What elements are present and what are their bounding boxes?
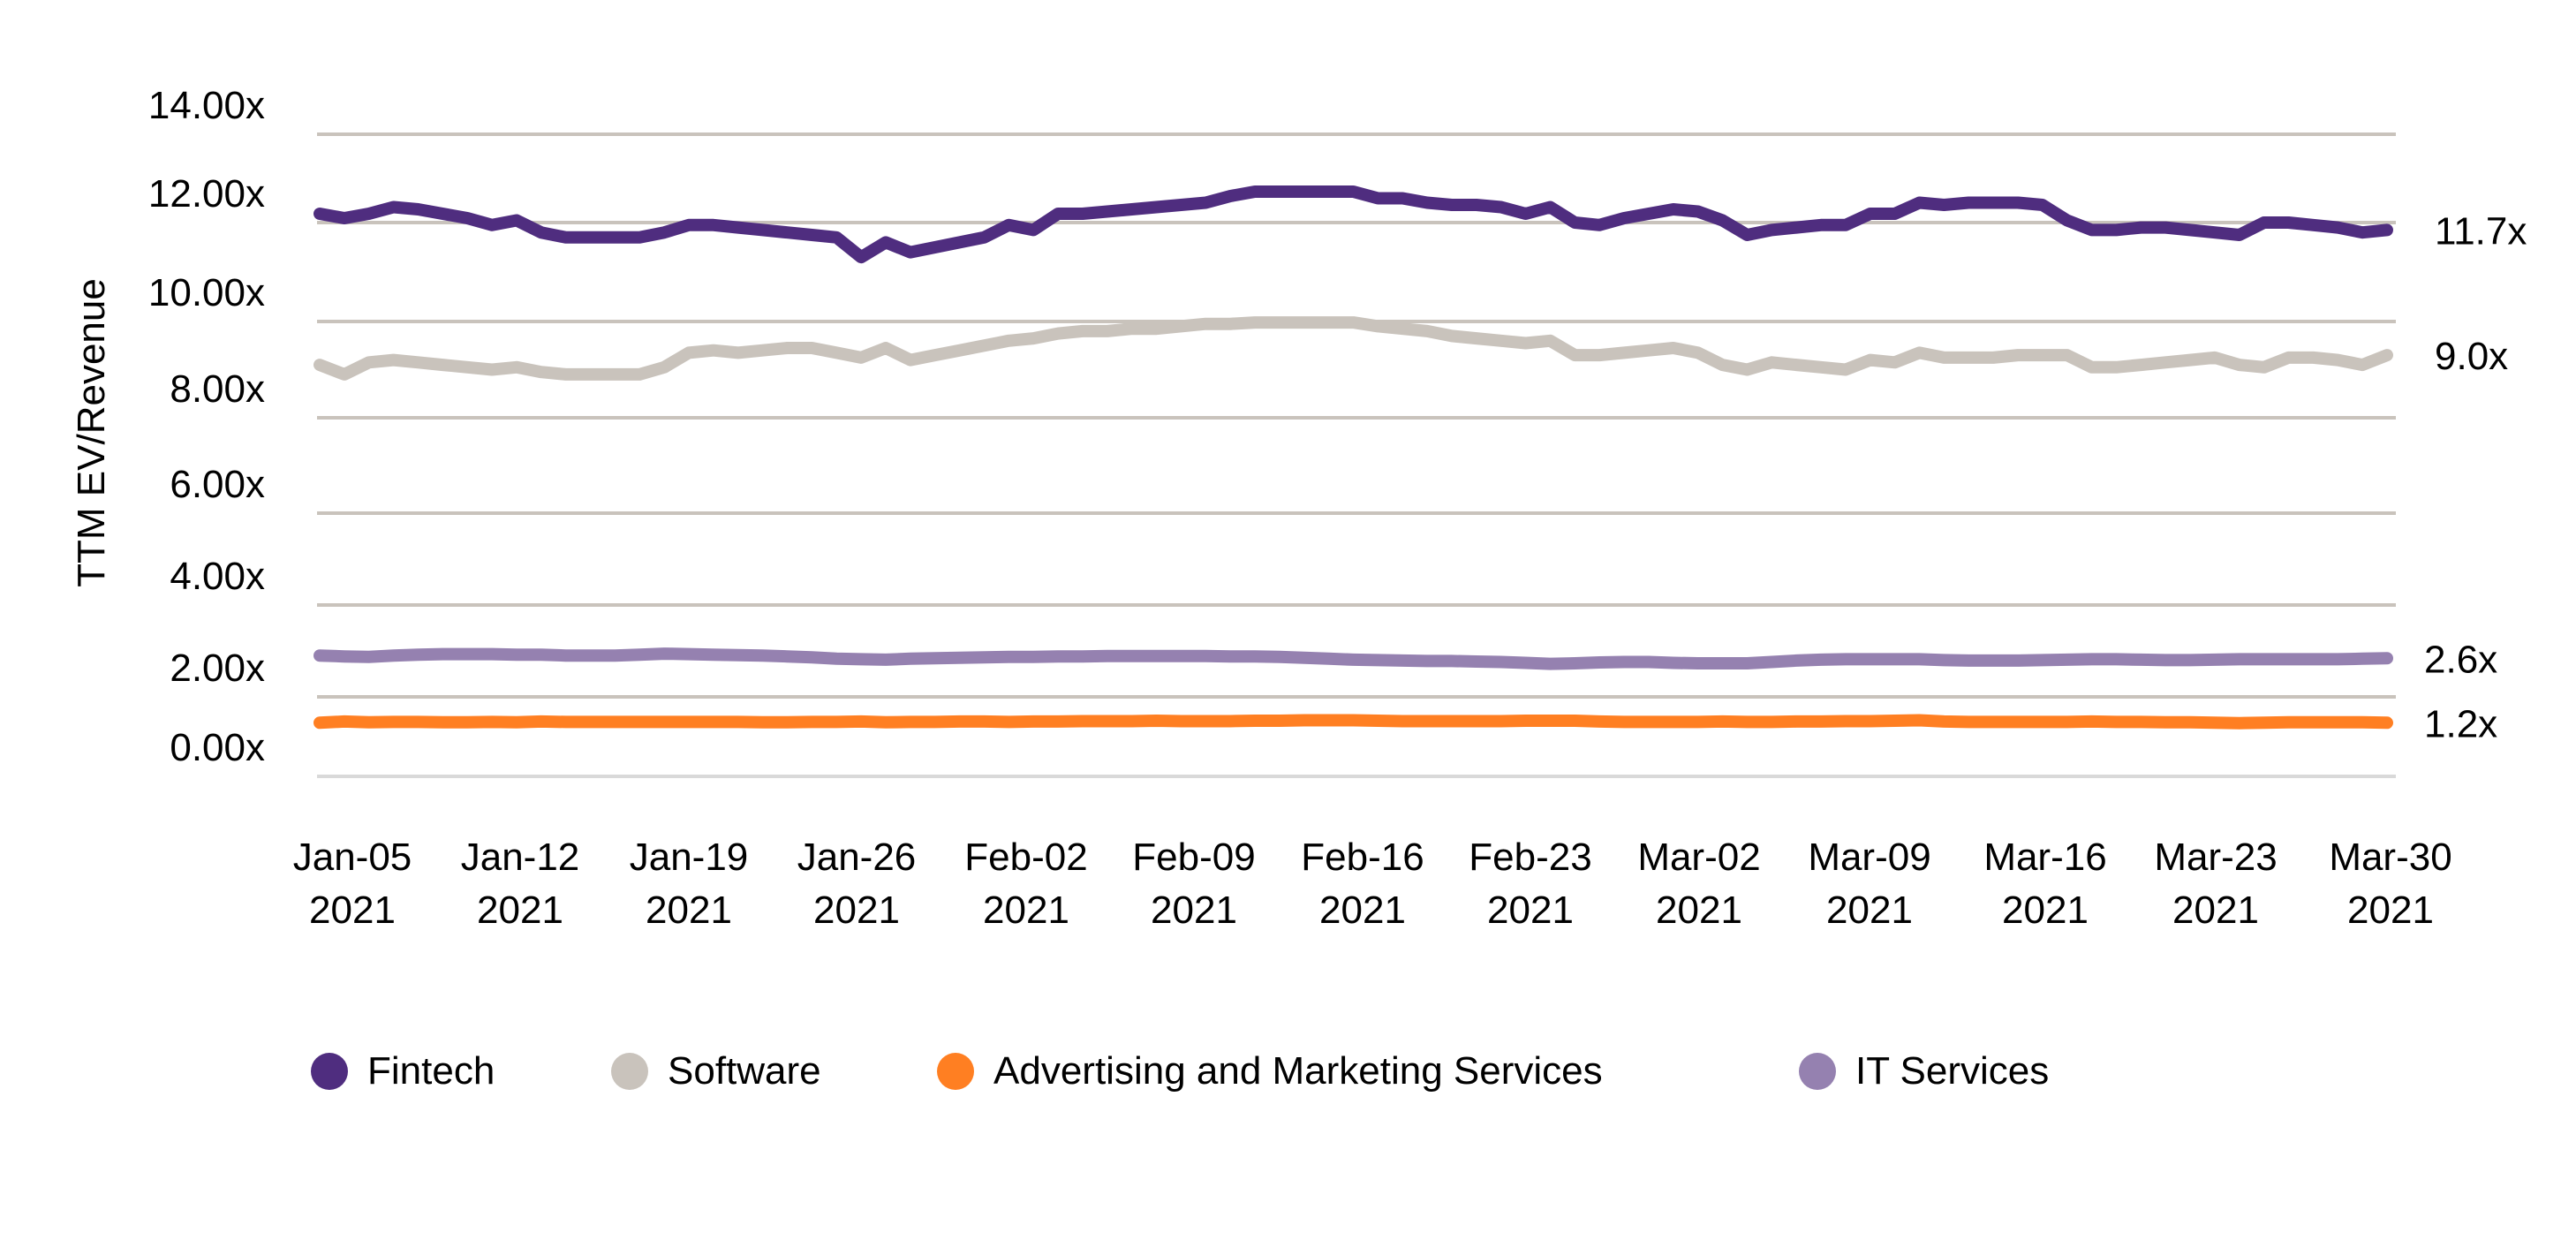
y-tick-label: 14.00x	[148, 84, 265, 127]
x-tick-year: 2021	[1151, 889, 1237, 932]
x-tick-label: Feb-16	[1301, 836, 1424, 879]
y-axis-title: TTM EV/Revenue	[70, 278, 113, 587]
series-line-it-services	[314, 647, 2393, 670]
x-tick-year: 2021	[646, 889, 732, 932]
legend-marker-icon	[611, 1053, 648, 1090]
legend-marker-icon	[937, 1053, 974, 1090]
end-value-label: 9.0x	[2435, 335, 2508, 378]
x-tick-label: Jan-05	[293, 836, 412, 879]
legend-marker-icon	[1799, 1053, 1836, 1090]
x-axis-ticks: Jan-05 2021 Jan-12 2021 Jan-19 2021 Jan-26 2021…	[293, 836, 2452, 932]
y-tick-label: 0.00x	[170, 726, 265, 769]
x-tick-year: 2021	[309, 889, 396, 932]
x-tick-year: 2021	[477, 889, 563, 932]
end-value-label: 2.6x	[2424, 638, 2497, 681]
x-tick-year: 2021	[2002, 889, 2089, 932]
x-tick-year: 2021	[2172, 889, 2259, 932]
y-tick-label: 2.00x	[170, 647, 265, 690]
legend-label: Fintech	[367, 1049, 495, 1093]
x-tick-year: 2021	[813, 889, 900, 932]
x-tick-label: Mar-09	[1808, 836, 1930, 879]
legend-label: Advertising and Marketing Services	[993, 1049, 1603, 1093]
x-tick-label: Feb-09	[1132, 836, 1255, 879]
legend-item-fintech[interactable]: Fintech	[311, 1047, 495, 1096]
x-tick-label: Mar-02	[1637, 836, 1760, 879]
x-tick-year: 2021	[1319, 889, 1406, 932]
x-tick-year: 2021	[1656, 889, 1742, 932]
x-tick-year: 2021	[983, 889, 1069, 932]
legend-item-it-services[interactable]: IT Services	[1799, 1047, 2049, 1096]
legend-item-advertising-marketing[interactable]: Advertising and Marketing Services	[937, 1047, 1603, 1096]
x-tick-label: Jan-26	[797, 836, 917, 879]
x-tick-label: Feb-23	[1469, 836, 1591, 879]
x-tick-label: Jan-19	[630, 836, 749, 879]
x-tick-label: Jan-12	[461, 836, 580, 879]
legend-label: Software	[668, 1049, 821, 1093]
x-tick-label: Mar-23	[2154, 836, 2277, 879]
legend-marker-icon	[311, 1053, 348, 1090]
x-tick-label: Feb-02	[964, 836, 1087, 879]
series-line-software	[314, 316, 2393, 381]
y-tick-label: 8.00x	[170, 367, 265, 411]
series-line-fintech	[314, 185, 2393, 264]
end-value-label: 1.2x	[2424, 702, 2497, 745]
y-tick-label: 10.00x	[148, 271, 265, 314]
end-value-label: 11.7x	[2435, 209, 2527, 253]
x-tick-year: 2021	[1826, 889, 1913, 932]
y-axis-ticks: 0.00x 2.00x 4.00x 6.00x 8.00x 10.00x 12.00x 14.…	[148, 84, 265, 769]
y-tick-label: 4.00x	[170, 555, 265, 598]
legend-label: IT Services	[1855, 1049, 2050, 1093]
y-tick-label: 6.00x	[170, 463, 265, 506]
x-tick-label: Mar-30	[2329, 836, 2451, 879]
series-line-advertising-and-marketing-services	[314, 714, 2393, 730]
legend-item-software[interactable]: Software	[611, 1047, 821, 1096]
y-tick-label: 12.00x	[148, 172, 265, 216]
x-tick-label: Mar-16	[1983, 836, 2106, 879]
legend: Fintech Software Advertising and Marketi…	[0, 1047, 2576, 1100]
x-tick-year: 2021	[1487, 889, 1574, 932]
series-end-labels: 11.7x 9.0x 1.2x 2.6x	[2424, 209, 2527, 745]
x-tick-year: 2021	[2347, 889, 2434, 932]
series-lines	[314, 185, 2393, 730]
